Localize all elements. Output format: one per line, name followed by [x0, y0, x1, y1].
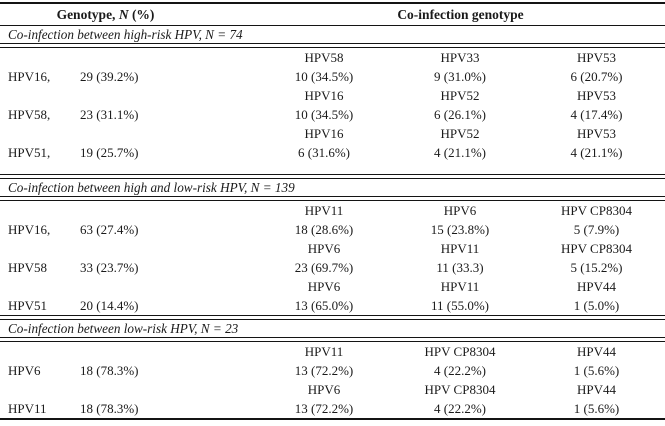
coinfection-cell: HPV44 — [576, 343, 616, 359]
coinfection-cell: HPV6 — [307, 278, 341, 294]
coinfection-cell: 4 (21.1%) — [570, 144, 623, 160]
n-percent-cell: 19 (25.7%) — [80, 144, 139, 160]
coinfection-cell: 23 (69.7%) — [294, 259, 354, 275]
bottom-divider — [0, 418, 665, 420]
table-header-row: Genotype, N (%) Co-infection genotype — [0, 4, 665, 25]
n-percent-cell: 63 (27.4%) — [80, 221, 139, 237]
genotype-cell: HPV58, — [8, 106, 51, 122]
coinfection-cell: HPV52 — [440, 125, 480, 141]
table-row: HPV16 HPV52 HPV53 — [0, 86, 665, 105]
genotype-header-text: Genotype, — [56, 6, 119, 22]
n-percent-cell: 20 (14.4%) — [80, 297, 139, 313]
table-row: HPV11 HPV CP8304 HPV44 — [0, 342, 665, 361]
coinfection-cell: HPV CP8304 — [424, 381, 496, 397]
coinfection-cell: HPV CP8304 — [561, 240, 632, 256]
coinfection-cell: 1 (5.6%) — [573, 400, 620, 416]
table-row: HPV51, 19 (25.7%) 6 (31.6%) 4 (21.1%) 4 … — [0, 143, 665, 162]
coinfection-cell: 13 (72.2%) — [294, 362, 354, 378]
section-title-high-risk: Co-infection between high-risk HPV, N = … — [8, 26, 243, 42]
genotype-header-n: N — [118, 6, 129, 22]
genotype-cell: HPV16, — [8, 221, 51, 237]
table-row: HPV6 HPV11 HPV44 — [0, 277, 665, 296]
coinfection-cell: 11 (33.3) — [436, 259, 484, 275]
genotype-cell: HPV51, — [8, 144, 51, 160]
n-percent-cell: 23 (31.1%) — [80, 106, 139, 122]
table-row: HPV6 HPV CP8304 HPV44 — [0, 380, 665, 399]
coinfection-cell: 10 (34.5%) — [294, 106, 354, 122]
n-percent-cell: 29 (39.2%) — [80, 68, 139, 84]
section-title-high-low-risk: Co-infection between high and low-risk H… — [8, 179, 295, 195]
coinfection-cell: 6 (26.1%) — [434, 106, 486, 122]
coinfection-cell: HPV44 — [576, 381, 616, 397]
coinfection-cell: HPV6 — [443, 202, 477, 218]
genotype-cell: HPV58 — [8, 259, 48, 275]
table-row: HPV58 33 (23.7%) 23 (69.7%) 11 (33.3) 5 … — [0, 258, 665, 277]
coinfection-cell: 5 (7.9%) — [573, 221, 620, 237]
table-row: HPV6 18 (78.3%) 13 (72.2%) 4 (22.2%) 1 (… — [0, 361, 665, 380]
coinfection-header: Co-infection genotype — [397, 6, 524, 22]
coinfection-cell: HPV53 — [576, 87, 616, 103]
top-divider — [0, 2, 665, 4]
coinfection-cell: 13 (65.0%) — [294, 297, 354, 313]
coinfection-cell: HPV11 — [304, 202, 344, 218]
coinfection-cell: 1 (5.0%) — [573, 297, 620, 313]
n-percent-cell: 18 (78.3%) — [80, 400, 139, 416]
genotype-header: Genotype, N (%) — [0, 7, 256, 23]
section-spacer — [0, 162, 665, 174]
section-divider — [0, 337, 665, 342]
coinfection-cell: HPV11 — [440, 240, 480, 256]
genotype-cell: HPV16, — [8, 68, 51, 84]
coinfection-cell: 13 (72.2%) — [294, 400, 354, 416]
table-row: HPV58 HPV33 HPV53 — [0, 48, 665, 67]
coinfection-cell: HPV11 — [440, 278, 480, 294]
coinfection-cell: 6 (31.6%) — [298, 144, 350, 160]
coinfection-cell: 4 (22.2%) — [434, 400, 486, 416]
table-row: HPV16, 63 (27.4%) 18 (28.6%) 15 (23.8%) … — [0, 220, 665, 239]
coinfection-cell: HPV6 — [307, 381, 341, 397]
table-row: HPV16, 29 (39.2%) 10 (34.5%) 9 (31.0%) 6… — [0, 67, 665, 86]
table-row: HPV51 20 (14.4%) 13 (65.0%) 11 (55.0%) 1… — [0, 296, 665, 315]
section-title-low-risk: Co-infection between low-risk HPV, N = 2… — [8, 320, 239, 336]
coinfection-cell: HPV CP8304 — [424, 343, 496, 359]
section-divider — [0, 174, 665, 179]
coinfection-cell: 9 (31.0%) — [434, 68, 486, 84]
coinfection-cell: 11 (55.0%) — [430, 297, 489, 313]
table-row: HPV6 HPV11 HPV CP8304 — [0, 239, 665, 258]
header-divider — [0, 25, 665, 26]
genotype-cell: HPV6 — [8, 362, 41, 378]
table-row: HPV58, 23 (31.1%) 10 (34.5%) 6 (26.1%) 4… — [0, 105, 665, 124]
genotype-header-suffix: (%) — [128, 6, 155, 22]
n-percent-cell: 33 (23.7%) — [80, 259, 139, 275]
coinfection-cell: HPV CP8304 — [561, 202, 632, 218]
coinfection-cell: HPV53 — [576, 49, 616, 65]
coinfection-cell: 4 (21.1%) — [434, 144, 486, 160]
coinfection-cell: HPV6 — [307, 240, 341, 256]
coinfection-cell: 4 (22.2%) — [434, 362, 486, 378]
table-row: HPV11 18 (78.3%) 13 (72.2%) 4 (22.2%) 1 … — [0, 399, 665, 418]
coinfection-cell: HPV16 — [304, 87, 344, 103]
section-divider — [0, 315, 665, 320]
table-row: HPV16 HPV52 HPV53 — [0, 124, 665, 143]
n-percent-cell: 18 (78.3%) — [80, 362, 139, 378]
coinfection-cell: 18 (28.6%) — [294, 221, 354, 237]
coinfection-cell: 10 (34.5%) — [294, 68, 354, 84]
coinfection-cell: 5 (15.2%) — [570, 259, 623, 275]
genotype-cell: HPV11 — [8, 400, 47, 416]
coinfection-cell: HPV11 — [304, 343, 344, 359]
coinfection-cell: 6 (20.7%) — [570, 68, 623, 84]
genotype-cell: HPV51 — [8, 297, 48, 313]
section-divider — [0, 43, 665, 48]
coinfection-cell: HPV44 — [576, 278, 616, 294]
coinfection-cell: HPV52 — [440, 87, 480, 103]
coinfection-cell: HPV16 — [304, 125, 344, 141]
coinfection-cell: HPV53 — [576, 125, 616, 141]
coinfection-cell: HPV58 — [304, 49, 344, 65]
coinfection-cell: 15 (23.8%) — [430, 221, 490, 237]
section-divider — [0, 196, 665, 201]
coinfection-cell: HPV33 — [440, 49, 480, 65]
coinfection-cell: 4 (17.4%) — [570, 106, 623, 122]
table-row: HPV11 HPV6 HPV CP8304 — [0, 201, 665, 220]
coinfection-cell: 1 (5.6%) — [573, 362, 620, 378]
